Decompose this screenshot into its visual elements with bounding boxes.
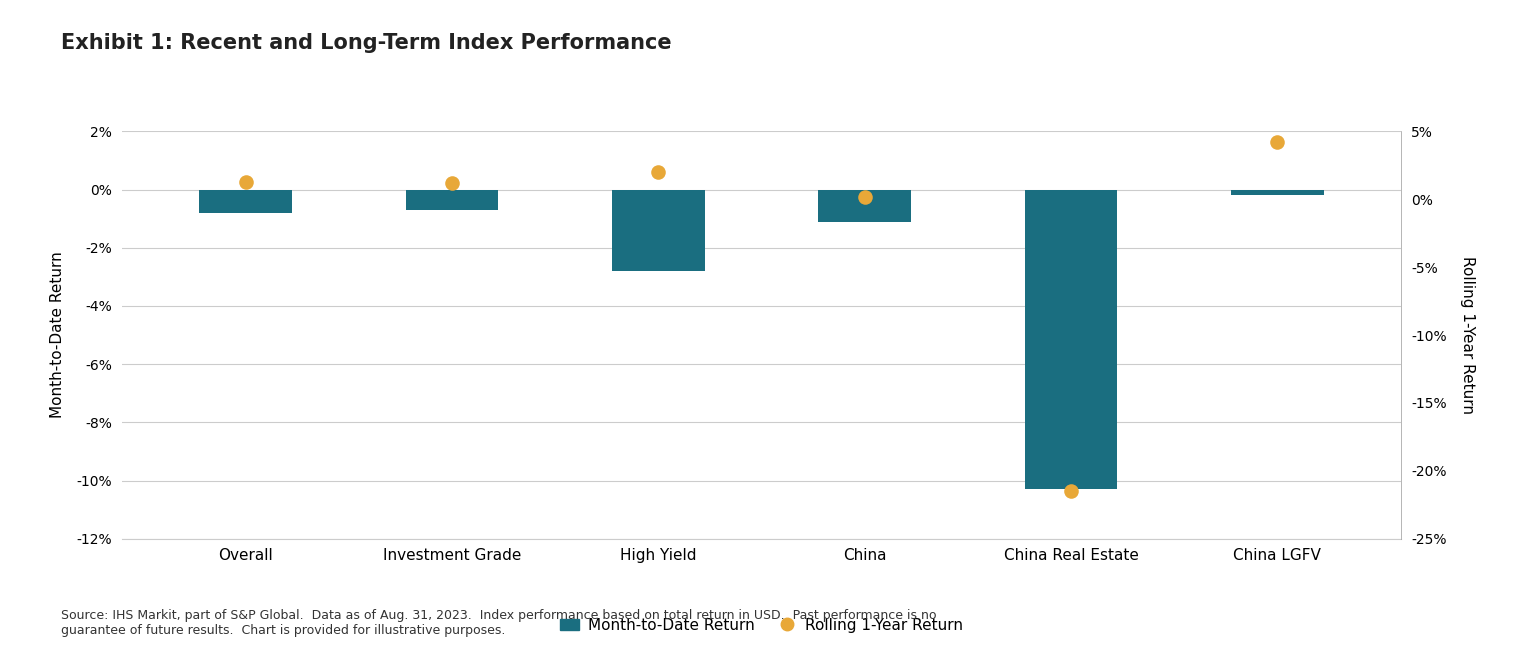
Bar (1231, 190, 1323, 195)
Bar (818, 190, 911, 221)
Point (646, 167, 670, 177)
Text: Exhibit 1: Recent and Long-Term Index Performance: Exhibit 1: Recent and Long-Term Index Pe… (61, 33, 672, 53)
Bar (612, 190, 705, 271)
Point (440, 178, 465, 189)
Bar (405, 190, 498, 210)
Y-axis label: Rolling 1-Year Return: Rolling 1-Year Return (1461, 256, 1476, 414)
Y-axis label: Month-to-Date Return: Month-to-Date Return (50, 252, 65, 419)
Point (1058, 486, 1083, 497)
Point (233, 176, 257, 187)
Legend: Month-to-Date Return, Rolling 1-Year Return: Month-to-Date Return, Rolling 1-Year Ret… (554, 612, 969, 639)
Point (1266, 137, 1290, 148)
Bar (1025, 190, 1118, 489)
Bar (200, 190, 292, 213)
Point (853, 191, 877, 202)
Text: Source: IHS Markit, part of S&P Global.  Data as of Aug. 31, 2023.  Index perfor: Source: IHS Markit, part of S&P Global. … (61, 609, 937, 637)
